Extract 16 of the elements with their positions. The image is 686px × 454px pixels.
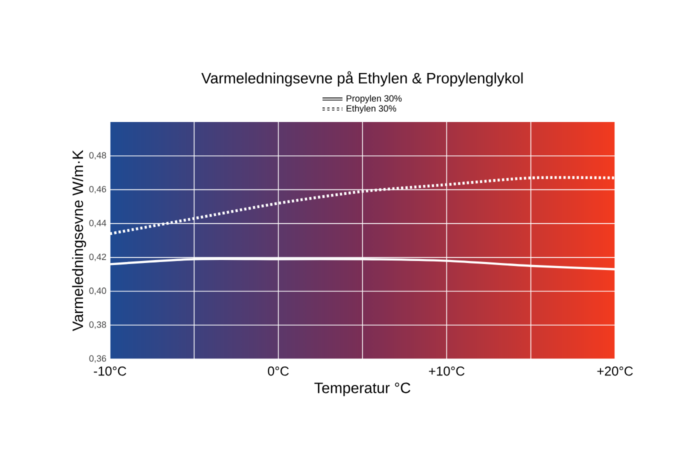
x-tick-label: -10°C bbox=[94, 366, 126, 376]
x-tick-label: +20°C bbox=[597, 366, 633, 376]
y-axis-title: Varmeledningsevne W/m·K bbox=[72, 150, 86, 332]
y-tick-label: 0,46 bbox=[89, 186, 106, 194]
y-tick-label: 0,44 bbox=[89, 220, 106, 228]
x-tick-label: +10°C bbox=[428, 366, 464, 376]
x-axis-title: Temperatur °C bbox=[314, 382, 410, 396]
y-tick-label: 0,42 bbox=[89, 254, 106, 262]
y-tick-label: 0,36 bbox=[89, 355, 106, 363]
legend-label: Propylen 30% bbox=[346, 95, 402, 104]
y-tick-label: 0,40 bbox=[89, 288, 106, 295]
y-tick-label: 0,38 bbox=[89, 321, 106, 329]
chart-title: Varmeledningsevne på Ethylen & Propylenglykol bbox=[201, 71, 523, 86]
legend-label: Ethylen 30% bbox=[346, 105, 396, 114]
y-tick-label: 0,48 bbox=[89, 152, 106, 160]
x-tick-label: 0°C bbox=[268, 366, 289, 376]
